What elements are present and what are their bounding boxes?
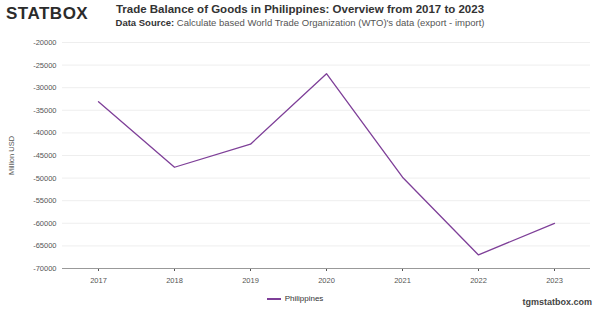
svg-text:-40000: -40000 — [33, 128, 56, 137]
svg-text:-45000: -45000 — [33, 151, 56, 160]
html-text:Trade Balance of Goods in Phil: Trade Balance of Goods in Philippines: O… — [115, 3, 485, 15]
svg-text:-50000: -50000 — [33, 174, 56, 183]
svg-text:-30000: -30000 — [33, 83, 56, 92]
svg-text:-60000: -60000 — [33, 219, 56, 228]
html-text:Data Source: Calculate based W: Data Source: Calculate based World Trade… — [115, 17, 485, 28]
svg-text:2022: 2022 — [470, 276, 487, 285]
html-text:Philippines: Philippines — [284, 294, 324, 303]
svg-text:Million USD: Million USD — [7, 135, 16, 175]
svg-text:2018: 2018 — [166, 276, 183, 285]
svg-text:2020: 2020 — [318, 276, 335, 285]
svg-text:-65000: -65000 — [33, 241, 56, 250]
svg-text:-20000: -20000 — [33, 38, 56, 47]
svg-text:2017: 2017 — [90, 276, 107, 285]
svg-text:2023: 2023 — [546, 276, 563, 285]
svg-text:-70000: -70000 — [33, 264, 56, 273]
svg-text:-25000: -25000 — [33, 61, 56, 70]
svg-text:-55000: -55000 — [33, 196, 56, 205]
svg-text:2019: 2019 — [242, 276, 259, 285]
html-text:STATBOX: STATBOX — [6, 4, 89, 23]
html-text:tgmstatbox.com: tgmstatbox.com — [522, 297, 592, 307]
svg-text:2021: 2021 — [394, 276, 411, 285]
svg-text:-35000: -35000 — [33, 106, 56, 115]
